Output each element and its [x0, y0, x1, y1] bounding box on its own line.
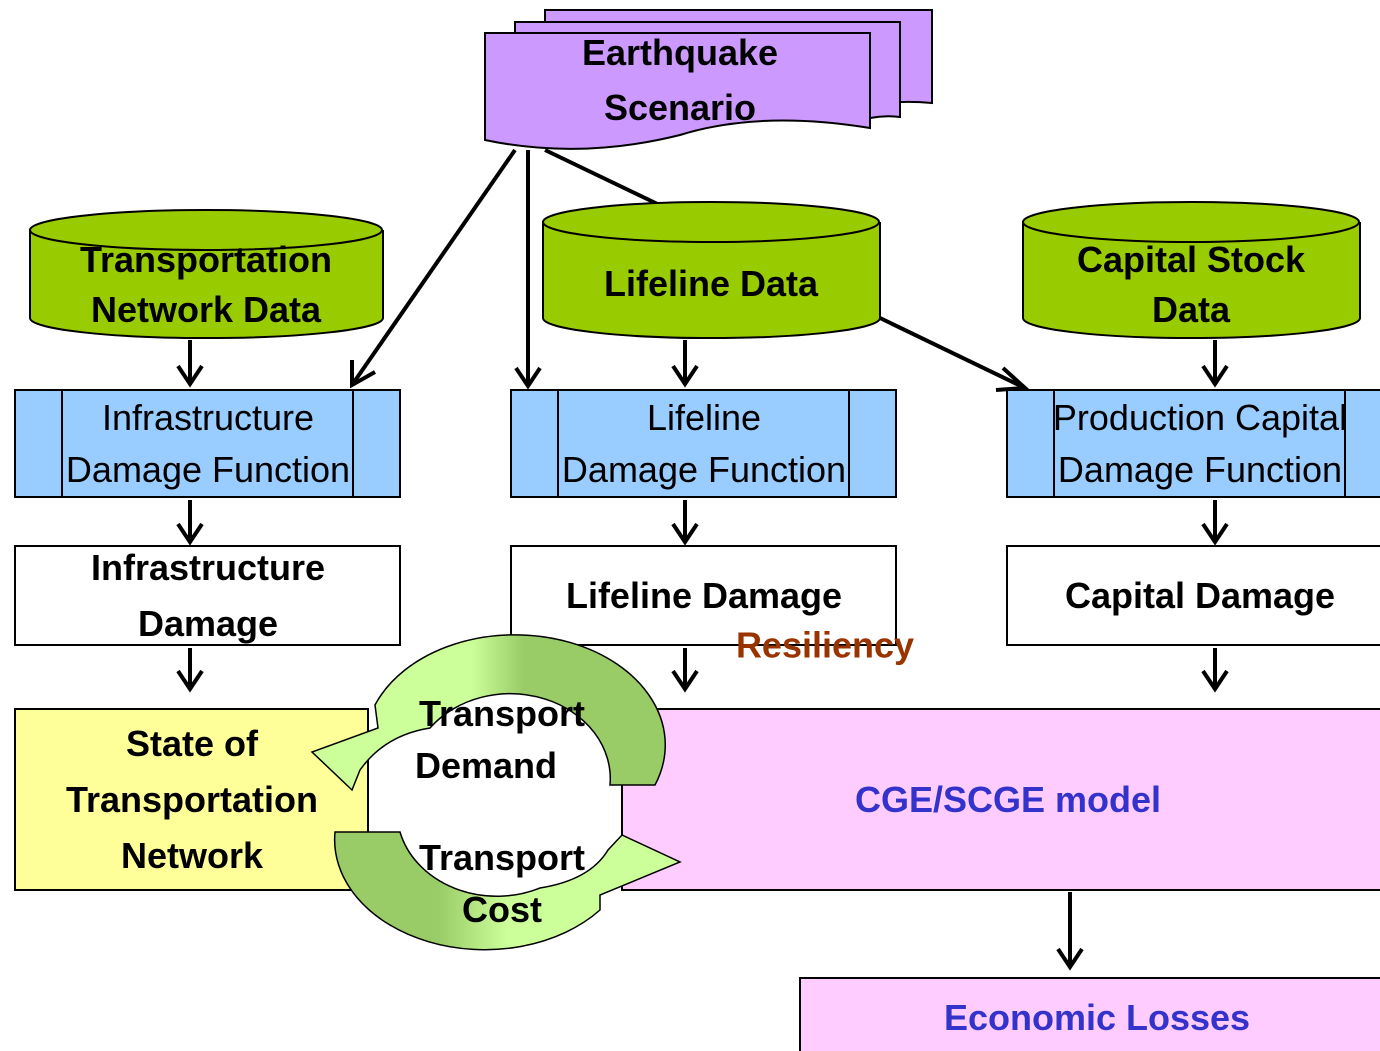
text-line: Lifeline Damage — [566, 575, 842, 616]
text-line: Data — [1152, 289, 1231, 330]
cycle-arrows — [310, 634, 682, 951]
shape — [542, 222, 881, 340]
shape — [350, 148, 517, 387]
shape — [350, 360, 376, 389]
shape — [61, 390, 354, 497]
shape — [544, 148, 671, 212]
node-label: Infrastructure Damage — [91, 547, 325, 644]
shape — [510, 545, 897, 646]
shape — [995, 366, 1030, 392]
text-line: Transport — [419, 837, 585, 878]
node-label: Capital Stock Data — [1077, 239, 1306, 330]
shape — [879, 316, 1026, 390]
shape — [1201, 340, 1229, 388]
demand-label: Transport Demand — [415, 693, 585, 786]
resiliency-label: Resiliency — [736, 625, 914, 666]
shape — [29, 209, 383, 251]
text-line: Damage — [138, 603, 278, 644]
node-label: Lifeline Damage — [566, 575, 842, 616]
node-label: Transportation Network Data — [80, 239, 332, 330]
shape — [176, 648, 204, 693]
function-boxes: Infrastructure Damage Function Lifeline Da… — [14, 389, 1380, 498]
node-label: Economic Losses — [944, 997, 1250, 1038]
shape — [14, 389, 401, 498]
shape — [310, 634, 666, 792]
shape — [14, 545, 401, 646]
shape — [1201, 500, 1229, 546]
shape — [1056, 892, 1084, 971]
text-line: Infrastructure — [102, 397, 314, 438]
text-line: Transportation — [66, 779, 318, 820]
damage-boxes: Infrastructure Damage Lifeline Damage Cap… — [14, 545, 1380, 646]
text-line: CGE/SCGE model — [855, 779, 1161, 820]
losses-box — [799, 977, 1380, 1051]
shape — [671, 648, 699, 693]
text-line: Transportation — [80, 239, 332, 280]
shape — [29, 230, 384, 340]
cge-box — [621, 708, 1380, 891]
text-line: Infrastructure — [91, 547, 325, 588]
text-line: Capital Damage — [1065, 575, 1335, 616]
shape — [333, 831, 682, 951]
shape — [514, 366, 542, 390]
shape — [557, 390, 850, 497]
shape — [671, 340, 699, 388]
node-label: State of Transportation Network — [66, 723, 318, 876]
shape — [1006, 545, 1380, 646]
text-line: Transport — [419, 693, 585, 734]
shape — [542, 201, 880, 243]
text-line: Scenario — [604, 87, 756, 128]
text-line: Lifeline Data — [604, 263, 819, 304]
shape — [1006, 389, 1380, 498]
text-line: Production Capital — [1053, 397, 1347, 438]
shape — [176, 340, 204, 388]
shape — [1022, 222, 1361, 340]
shape — [1053, 390, 1346, 497]
shape — [484, 32, 871, 150]
text-line: Economic Losses — [944, 997, 1250, 1038]
text-line: Cost — [462, 889, 542, 930]
cost-label: Transport Cost — [419, 837, 585, 930]
text-line: Network Data — [91, 289, 322, 330]
state-box — [14, 708, 369, 891]
text-line: Demand — [415, 745, 557, 786]
text-line: Network — [121, 835, 264, 876]
node-label: Production Capital Damage Function — [1053, 397, 1347, 490]
shape — [671, 500, 699, 546]
shape — [510, 389, 897, 498]
text-line: Capital Stock — [1077, 239, 1306, 280]
text-line: Damage Function — [66, 449, 350, 490]
node-label: Lifeline Data — [604, 263, 819, 304]
shape — [176, 500, 204, 546]
node-label: Lifeline Damage Function — [562, 397, 846, 490]
text-line: Earthquake — [582, 32, 778, 73]
node-label: Capital Damage — [1065, 575, 1335, 616]
node-label: Earthquake Scenario — [582, 32, 778, 128]
node-label: Infrastructure Damage Function — [66, 397, 350, 490]
text-line: State of — [126, 723, 259, 764]
text-line: Damage Function — [1058, 449, 1342, 490]
text-line: Lifeline — [647, 397, 761, 438]
earthquake-docs: Earthquake Scenario — [484, 9, 933, 150]
node-label: CGE/SCGE model — [855, 779, 1161, 820]
text-line: Damage Function — [562, 449, 846, 490]
shape — [1201, 648, 1229, 693]
arrows — [176, 340, 1229, 971]
cylinders: Transportation Network Data Lifeline Data… — [29, 201, 1361, 340]
arrows — [350, 148, 1030, 392]
shape — [1022, 201, 1360, 243]
